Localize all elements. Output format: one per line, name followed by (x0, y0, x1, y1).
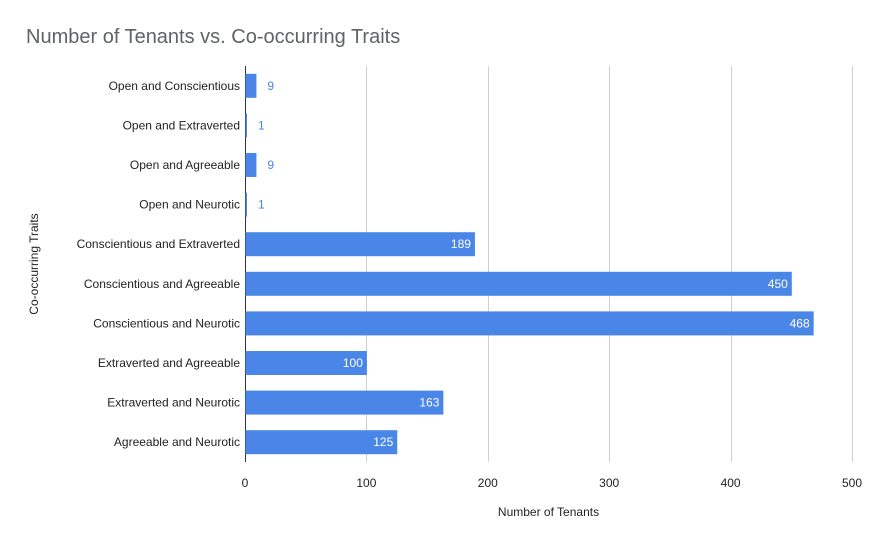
data-label: 9 (267, 79, 274, 93)
x-tick-label: 300 (599, 476, 619, 490)
bar (245, 271, 792, 296)
category-label: Open and Agreeable (130, 158, 240, 172)
bar (245, 192, 247, 217)
chart-title: Number of Tenants vs. Co-occurring Trait… (26, 26, 401, 48)
data-label: 468 (790, 316, 810, 330)
category-label: Conscientious and Neurotic (93, 316, 240, 330)
data-label: 1 (258, 198, 265, 212)
x-tick-label: 0 (242, 476, 249, 490)
category-label: Extraverted and Neurotic (107, 396, 240, 410)
bars (245, 73, 814, 455)
bar (245, 390, 444, 415)
data-label: 9 (267, 158, 274, 172)
category-label: Open and Neurotic (139, 198, 240, 212)
data-label: 100 (343, 356, 363, 370)
data-label: 450 (768, 277, 788, 291)
bar (245, 430, 398, 455)
bar (245, 351, 367, 375)
bar (245, 113, 247, 138)
x-tick-label: 500 (842, 476, 862, 490)
category-label: Extraverted and Agreeable (98, 356, 240, 370)
category-label: Open and Extraverted (123, 118, 240, 132)
bar (245, 73, 257, 98)
data-label: 189 (451, 237, 471, 251)
data-label: 1 (258, 118, 265, 132)
y-axis-title: Co-occurring Traits (27, 213, 41, 314)
x-tick-label: 400 (721, 476, 741, 490)
category-label: Conscientious and Agreeable (84, 277, 240, 291)
category-label: Agreeable and Neurotic (114, 435, 240, 449)
labels: 0 100 200 300 400 500 Open and Conscientious 9 O… (77, 79, 863, 490)
data-label: 163 (419, 396, 439, 410)
category-label: Conscientious and Extraverted (77, 237, 240, 251)
category-label: Open and Conscientious (109, 79, 240, 93)
bar (245, 232, 475, 257)
bar (245, 311, 814, 336)
bar (245, 153, 257, 177)
data-label: 125 (373, 435, 393, 449)
x-tick-label: 100 (356, 476, 376, 490)
x-tick-label: 200 (478, 476, 498, 490)
x-axis-title: Number of Tenants (498, 505, 599, 519)
